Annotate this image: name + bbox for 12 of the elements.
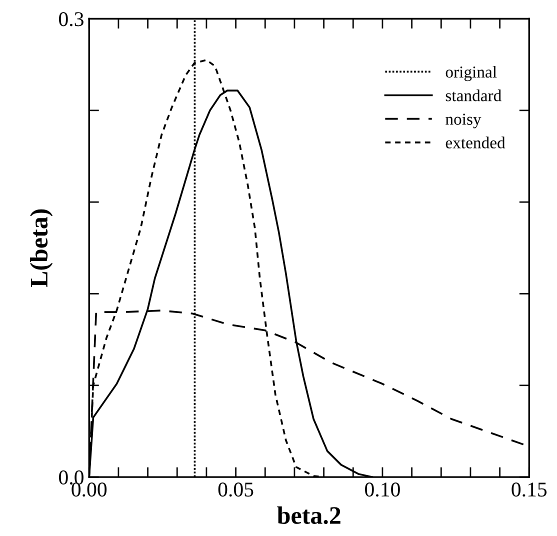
y-axis-title: L(beta) bbox=[30, 209, 53, 288]
x-tick-label: 0.00 bbox=[72, 482, 107, 497]
legend-label: standard bbox=[446, 90, 502, 102]
legend-label: extended bbox=[446, 136, 506, 148]
legend-label: original bbox=[446, 66, 497, 82]
x-tick-label: 0.05 bbox=[218, 482, 254, 497]
legend-label: noisy bbox=[446, 114, 482, 128]
x-tick-label: 0.10 bbox=[365, 482, 400, 497]
x-axis-title: beta.2 bbox=[277, 506, 340, 524]
y-tick-label: 0.0 bbox=[59, 470, 84, 485]
y-tick-label: 0.3 bbox=[59, 12, 84, 26]
x-tick-label: 0.15 bbox=[512, 482, 547, 497]
